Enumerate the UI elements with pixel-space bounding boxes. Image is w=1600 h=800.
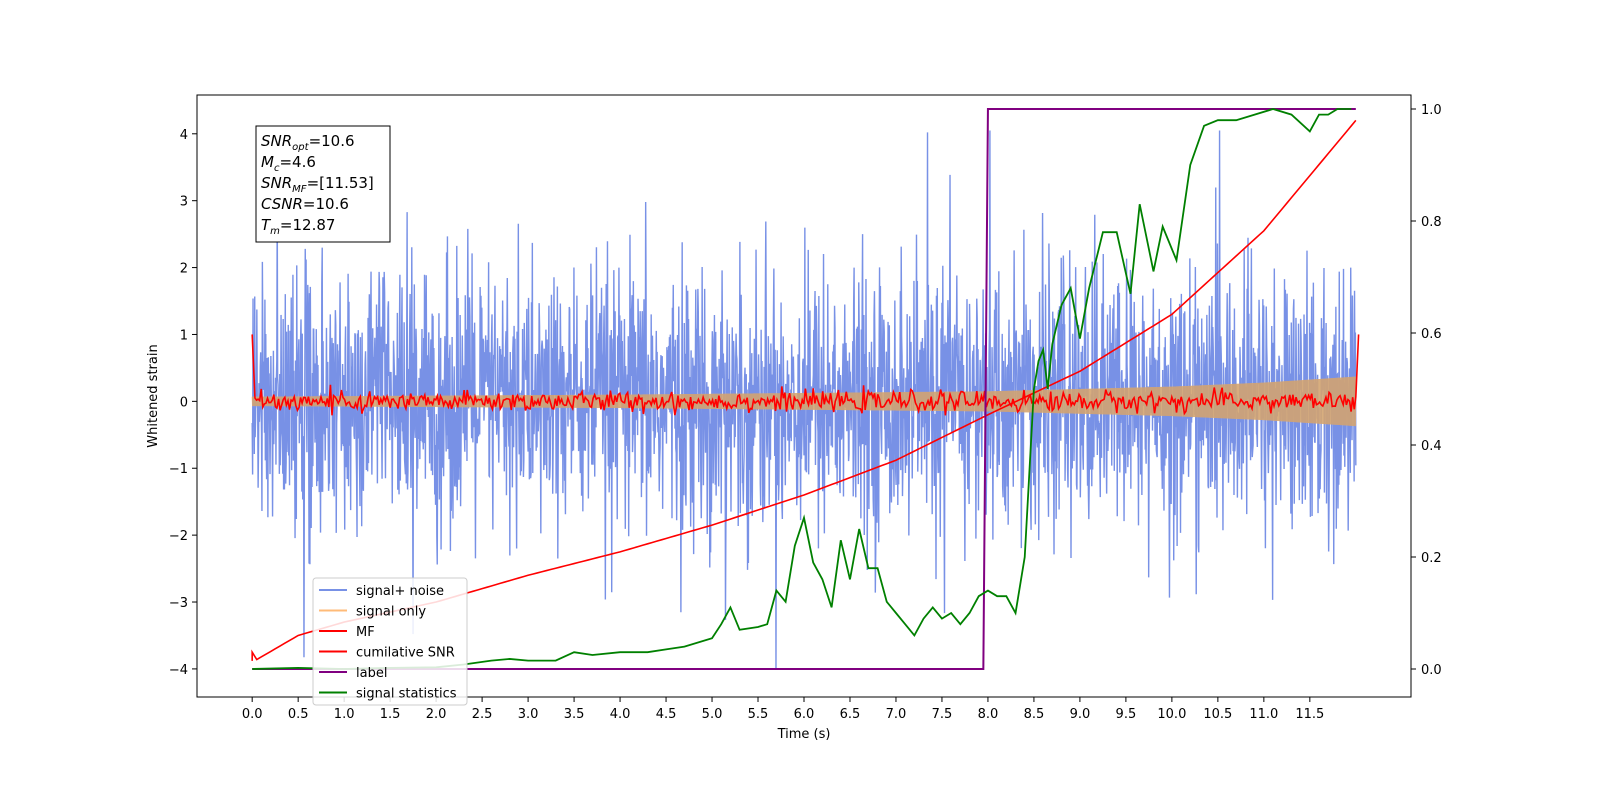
y2-tick-label: 0.8 — [1421, 215, 1442, 230]
y2-tick-label: 0.6 — [1421, 327, 1442, 342]
x-tick-label: 9.0 — [1070, 707, 1091, 722]
x-tick-label: 6.5 — [840, 707, 861, 722]
y-axis-label: Whitened strain — [146, 344, 161, 447]
annotation-line: Tm=12.87 — [261, 216, 335, 237]
legend: signal+ noise signal only MF cumilative SNR… — [312, 577, 468, 706]
legend-label: signal only — [356, 605, 426, 620]
x-tick-label: 4.5 — [656, 707, 677, 722]
x-tick-label: 7.5 — [932, 707, 953, 722]
tick-layer: 0.0 0.5 1.0 1.5 2.0 2.5 3.0 3.5 4.0 4.5 5.0 5.5 6.0 6… — [169, 103, 1442, 722]
x-tick-label: 11.0 — [1249, 707, 1278, 722]
x-tick-label: 10.5 — [1203, 707, 1232, 722]
y2-tick-label: 0.0 — [1421, 663, 1442, 678]
x-tick-label: 7.0 — [886, 707, 907, 722]
annotation-line: Mc=4.6 — [261, 153, 316, 174]
legend-label: cumilative SNR — [356, 646, 455, 661]
x-tick-label: 1.0 — [334, 707, 355, 722]
x-tick-label: 10.0 — [1157, 707, 1186, 722]
y-tick-label: −3 — [169, 596, 188, 611]
y-tick-label: 2 — [180, 262, 188, 277]
y-tick-label: −4 — [169, 663, 188, 678]
x-tick-label: 8.5 — [1024, 707, 1045, 722]
series-signal-noise-line — [251, 130, 1357, 669]
y2-tick-label: 1.0 — [1421, 103, 1442, 118]
x-tick-label: 4.0 — [610, 707, 631, 722]
y-tick-label: 0 — [180, 395, 188, 410]
y-tick-label: −1 — [169, 462, 188, 477]
x-tick-label: 0.5 — [288, 707, 309, 722]
x-tick-label: 2.0 — [426, 707, 447, 722]
y2-tick-label: 0.2 — [1421, 551, 1442, 566]
x-tick-label: 3.5 — [564, 707, 585, 722]
legend-label: MF — [356, 625, 375, 640]
x-tick-label: 5.5 — [748, 707, 769, 722]
legend-label: signal+ noise — [356, 584, 444, 599]
plot-area — [251, 108, 1360, 670]
legend-frame — [312, 577, 468, 706]
y-tick-label: 4 — [180, 128, 188, 143]
annotation-line: SNRMF=[11.53] — [261, 174, 374, 195]
x-tick-label: 9.5 — [1116, 707, 1137, 722]
x-axis-label: Time (s) — [777, 727, 831, 742]
series-label-line — [252, 108, 1356, 670]
x-tick-label: 0.0 — [242, 707, 263, 722]
y-tick-label: −2 — [169, 529, 188, 544]
annotation-line: CSNR=10.6 — [261, 195, 349, 213]
y-tick-label: 3 — [180, 195, 188, 210]
series-signal-statistics-line — [252, 108, 1352, 670]
annotation-line: SNRopt=10.6 — [261, 132, 355, 153]
x-tick-label: 1.5 — [380, 707, 401, 722]
x-tick-label: 2.5 — [472, 707, 493, 722]
annotation-frame — [255, 125, 391, 243]
legend-label: signal statistics — [356, 687, 457, 702]
legend-label: label — [356, 666, 387, 681]
x-tick-label: 3.0 — [518, 707, 539, 722]
x-tick-label: 8.0 — [978, 707, 999, 722]
series-mf-line — [251, 334, 1360, 416]
y-tick-label: 1 — [180, 328, 188, 343]
x-tick-label: 5.0 — [702, 707, 723, 722]
x-tick-label: 11.5 — [1295, 707, 1324, 722]
x-tick-label: 6.0 — [794, 707, 815, 722]
y2-tick-label: 0.4 — [1421, 439, 1442, 454]
plot-layer — [251, 108, 1360, 670]
